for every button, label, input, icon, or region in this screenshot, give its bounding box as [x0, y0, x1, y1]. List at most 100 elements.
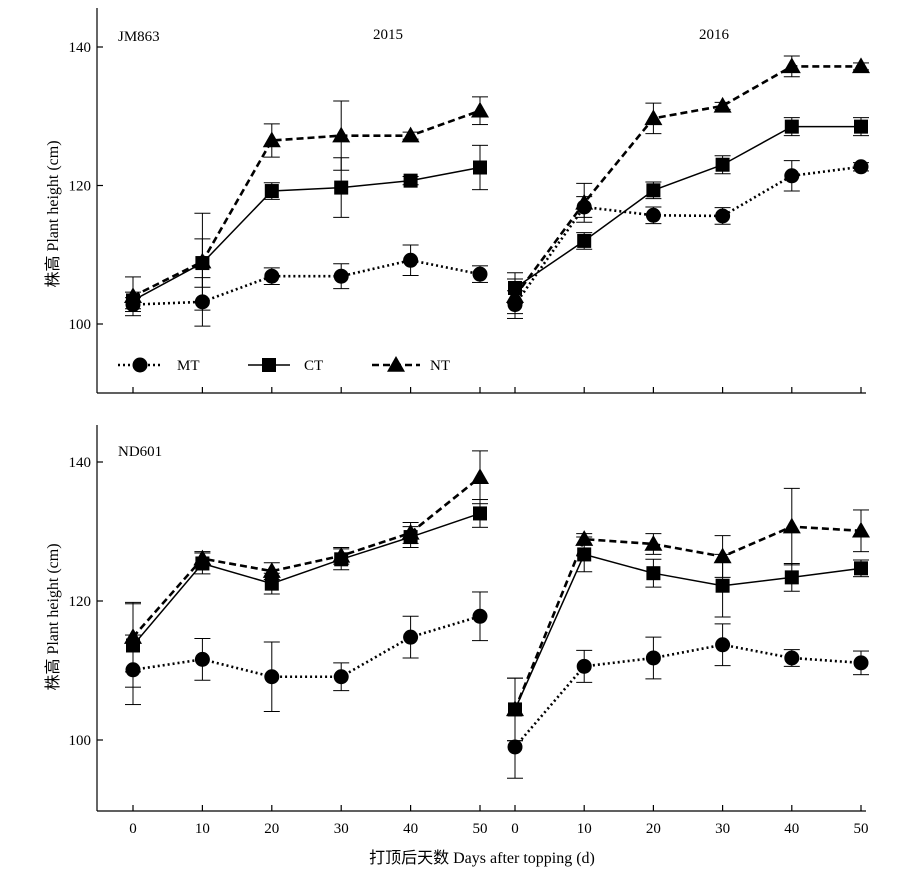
data-point-mt [715, 208, 731, 224]
data-point-ct [646, 566, 661, 581]
y-tick-label: 100 [69, 317, 92, 333]
series-line-nt [132, 109, 481, 298]
data-point-mt [264, 268, 280, 284]
data-point-nt [644, 109, 663, 126]
data-point-mt [472, 608, 488, 624]
series-line-nt [132, 476, 481, 639]
legend-marker-ct [262, 358, 276, 372]
legend-label-nt: NT [430, 358, 450, 374]
data-point-mt [472, 266, 488, 282]
top-panel-jm863: 100 120 140 [69, 8, 870, 394]
data-point-mt [333, 669, 349, 685]
data-point-ct [264, 184, 279, 199]
data-point-nt [401, 126, 420, 143]
panel-label-year-top-left: 2015 [373, 27, 403, 43]
series-nt [124, 450, 489, 673]
data-point-ct [473, 160, 487, 175]
data-point-nt [471, 468, 489, 485]
x-tick-label: 0 [129, 821, 137, 837]
series-nt [124, 96, 489, 317]
data-point-nt [782, 57, 801, 74]
y-tick-label: 140 [69, 455, 92, 471]
data-point-mt [715, 637, 731, 653]
data-point-ct [264, 576, 279, 591]
data-point-nt [506, 287, 524, 304]
legend: MT CT NT [118, 356, 450, 374]
data-point-ct [403, 173, 418, 188]
x-tick-label: 0 [511, 821, 519, 837]
series-line-ct [132, 512, 481, 646]
data-point-nt [713, 96, 732, 113]
series-line-mt [514, 643, 862, 748]
data-point-mt [784, 168, 800, 184]
x-tick-label: 50 [473, 821, 488, 837]
x-tick-label: 10 [577, 821, 592, 837]
data-point-nt [575, 193, 594, 210]
series-line-nt [513, 525, 862, 710]
series-line-mt [513, 165, 862, 306]
data-point-nt [713, 547, 732, 564]
series-line-nt [513, 65, 861, 298]
data-point-mt [645, 207, 661, 223]
data-point-nt [575, 530, 594, 546]
x-tick-label: 30 [715, 821, 730, 837]
panel-label-cultivar-bottom: ND601 [118, 444, 162, 460]
data-point-nt [124, 287, 142, 304]
data-point-ct [784, 119, 799, 134]
series-line-ct [132, 166, 481, 302]
y-tick-label: 100 [69, 733, 92, 749]
data-point-mt [784, 650, 800, 666]
data-point-ct [715, 578, 730, 593]
data-point-nt [852, 521, 870, 538]
data-point-nt [262, 562, 281, 578]
data-point-mt [507, 739, 523, 755]
series-line-mt [132, 615, 481, 679]
x-tick-label: 50 [854, 821, 869, 837]
data-point-mt [333, 268, 349, 284]
data-point-mt [403, 629, 419, 645]
data-point-nt [782, 517, 801, 534]
bottom-panel-nd601: 100 120 140 0 10 20 30 40 50 0 10 20 30 40 50 [69, 425, 870, 837]
data-point-nt [332, 546, 351, 563]
data-point-nt [193, 549, 212, 566]
data-point-mt [194, 651, 210, 667]
data-point-mt [645, 650, 661, 666]
series-line-mt [132, 258, 481, 306]
series-line-ct [514, 553, 862, 710]
panel-label-year-top-right: 2016 [699, 27, 730, 43]
y-axis-title-top: 株高 Plant height (cm) [44, 140, 62, 287]
data-point-nt [124, 628, 142, 644]
data-point-nt [471, 101, 489, 118]
series-ct [125, 144, 488, 310]
data-point-ct [473, 506, 487, 521]
data-point-nt [332, 126, 351, 143]
x-tick-label: 20 [646, 821, 661, 837]
series-mt [507, 623, 869, 779]
series-ct [507, 117, 869, 304]
series-nt [506, 55, 870, 315]
data-point-nt [401, 523, 420, 540]
data-point-mt [853, 655, 869, 671]
series-nt [506, 487, 870, 742]
data-point-mt [403, 252, 419, 268]
data-point-nt [852, 57, 870, 74]
x-tick-label: 40 [403, 821, 418, 837]
data-point-mt [576, 658, 592, 674]
data-point-mt [853, 159, 869, 175]
series-mt [125, 244, 488, 327]
data-point-ct [715, 157, 730, 172]
y-tick-label: 140 [69, 40, 92, 56]
x-axis-title: 打顶后天数 Days after topping (d) [369, 849, 595, 867]
data-point-ct [854, 561, 868, 576]
data-point-nt [506, 700, 524, 717]
legend-marker-mt [132, 357, 148, 373]
data-point-ct [646, 183, 661, 198]
data-point-ct [784, 570, 799, 585]
panel-label-cultivar-top: JM863 [118, 29, 160, 45]
data-point-nt [193, 252, 212, 269]
legend-label-mt: MT [177, 358, 200, 374]
y-axis-title-bottom: 株高 Plant height (cm) [44, 543, 62, 690]
series-ct [507, 536, 869, 742]
x-tick-label: 20 [264, 821, 279, 837]
